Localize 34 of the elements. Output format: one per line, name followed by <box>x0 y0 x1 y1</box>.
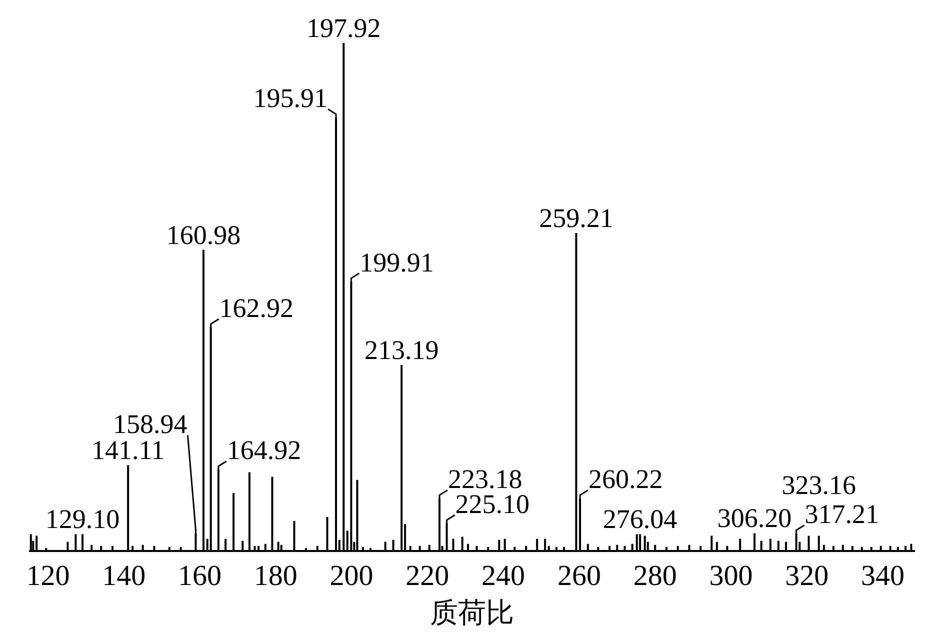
x-tick-label: 120 <box>26 560 70 592</box>
x-tick-label: 200 <box>330 560 374 592</box>
annotation: 197.92 <box>306 13 381 43</box>
annotation: 129.10 <box>45 504 120 534</box>
annotation: 259.21 <box>539 203 614 233</box>
x-tick-label: 340 <box>860 560 904 592</box>
annotation: 276.04 <box>602 504 678 534</box>
annotation: 199.91 <box>360 247 434 278</box>
x-tick-label: 160 <box>178 560 222 592</box>
x-tick-label: 300 <box>709 560 753 592</box>
annotation: 260.22 <box>579 464 663 498</box>
x-axis-title: 质荷比 <box>430 596 514 629</box>
x-tick-label: 180 <box>254 560 298 592</box>
annotation: 213.19 <box>364 335 439 366</box>
annotation: 260.22 <box>588 464 663 494</box>
annotation: 160.98 <box>166 220 241 250</box>
x-tick-label: 260 <box>557 560 601 592</box>
annotation: 162.92 <box>210 292 294 327</box>
x-tick-label: 240 <box>482 560 526 592</box>
annotation: 317.21 <box>804 499 879 530</box>
x-tick-label: 220 <box>406 560 450 592</box>
annotation: 162.92 <box>219 292 294 323</box>
x-tick-label: 280 <box>633 560 677 592</box>
annotation: 195.91 <box>253 83 328 114</box>
x-tick-label: 320 <box>785 560 829 592</box>
annotation: 317.21 <box>796 499 879 534</box>
annotation: 164.92 <box>226 435 302 466</box>
annotation: 323.16 <box>782 470 856 500</box>
annotation: 223.18 <box>448 464 522 494</box>
annotation: 199.91 <box>350 247 434 282</box>
annotation: 195.91 <box>253 83 337 118</box>
annotation: 164.92 <box>218 435 302 470</box>
x-tick-label: 140 <box>102 560 146 592</box>
annotation: 306.20 <box>717 503 792 534</box>
